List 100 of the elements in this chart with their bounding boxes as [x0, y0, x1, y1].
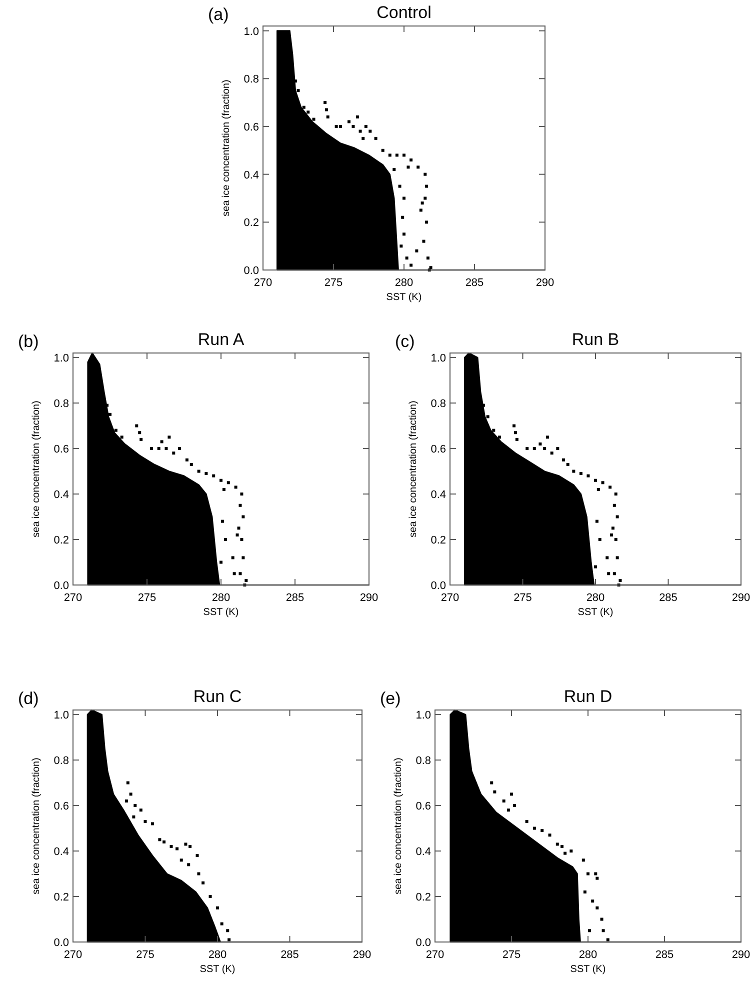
point — [579, 472, 582, 476]
point — [562, 458, 565, 462]
point — [594, 872, 598, 876]
y-axis-title: sea ice concentration (fraction) — [221, 80, 232, 216]
point — [306, 110, 310, 114]
point — [202, 881, 205, 884]
point — [502, 799, 506, 802]
point — [614, 492, 618, 496]
point — [240, 538, 244, 542]
y-tick-label: 0.8 — [430, 398, 446, 410]
point — [164, 447, 168, 450]
y-tick-label: 1.0 — [54, 710, 69, 722]
point — [532, 447, 536, 450]
point — [405, 256, 408, 260]
x-tick-label: 270 — [426, 949, 444, 961]
point — [242, 515, 245, 518]
y-tick-label: 0.0 — [430, 580, 446, 592]
point — [212, 474, 216, 478]
point — [140, 438, 143, 441]
point — [240, 492, 244, 496]
point — [232, 572, 236, 576]
point — [596, 488, 600, 491]
point — [595, 520, 598, 523]
y-axis-title: sea ice concentration (fraction) — [31, 400, 42, 538]
point — [572, 470, 576, 473]
x-tick-label: 280 — [586, 592, 605, 604]
point — [401, 216, 404, 219]
point — [546, 436, 549, 439]
point — [424, 196, 427, 200]
point — [226, 481, 230, 484]
point — [588, 929, 592, 932]
x-tick-label: 290 — [536, 277, 554, 289]
point — [429, 266, 432, 270]
point — [132, 815, 136, 818]
point — [238, 572, 242, 576]
point — [238, 504, 242, 507]
point — [172, 452, 176, 455]
point — [326, 115, 330, 118]
x-tick-label: 280 — [394, 277, 414, 289]
point — [135, 424, 138, 428]
point — [398, 184, 402, 188]
x-tick-label: 290 — [352, 949, 372, 961]
point — [618, 578, 622, 582]
point — [498, 436, 501, 439]
y-tick-label: 0.2 — [244, 217, 259, 230]
text: (c) — [395, 332, 415, 351]
point — [374, 136, 378, 140]
point — [220, 922, 224, 926]
point — [216, 906, 219, 910]
point — [392, 168, 396, 172]
point — [594, 478, 597, 482]
point — [612, 504, 616, 507]
point — [600, 918, 604, 921]
x-tick-label: 270 — [254, 277, 272, 289]
x-axis-title: SST (K) — [203, 607, 239, 618]
point — [560, 844, 564, 848]
y-tick-label: 0.6 — [430, 444, 446, 456]
point — [381, 148, 384, 152]
point — [570, 850, 573, 853]
x-tick-label: 280 — [212, 592, 230, 604]
point — [582, 858, 585, 862]
point — [348, 120, 351, 124]
point — [612, 572, 616, 576]
point — [506, 808, 510, 812]
point — [190, 462, 193, 466]
point — [490, 781, 494, 784]
point — [596, 876, 599, 880]
point — [150, 822, 154, 826]
point — [302, 106, 306, 109]
point — [358, 130, 362, 133]
chart-title: Run B — [572, 330, 620, 349]
y-tick-label: 0.0 — [54, 580, 69, 592]
point — [339, 124, 342, 128]
point — [208, 895, 212, 898]
x-axis-title: SST (K) — [200, 964, 236, 975]
point — [150, 447, 153, 450]
y-tick-label: 0.8 — [54, 398, 69, 410]
point — [532, 826, 536, 830]
point — [162, 840, 166, 844]
x-tick-label: 285 — [659, 592, 678, 604]
point — [410, 158, 413, 162]
point — [160, 440, 164, 444]
text: (b) — [18, 332, 39, 351]
x-axis-title: SST (K) — [386, 292, 422, 303]
x-tick-label: 280 — [208, 949, 227, 961]
point — [356, 115, 359, 118]
point — [556, 447, 560, 450]
point — [220, 520, 224, 523]
point — [362, 136, 365, 140]
point — [591, 900, 594, 903]
point — [242, 556, 245, 560]
x-tick-label: 270 — [64, 592, 82, 604]
y-axis-title: sea ice concentration (fraction) — [393, 758, 404, 894]
point — [611, 526, 614, 530]
y-tick-label: 0.4 — [54, 489, 69, 502]
x-tick-label: 270 — [64, 949, 82, 961]
point — [197, 470, 200, 473]
y-tick-label: 0.4 — [54, 846, 69, 858]
point — [515, 438, 518, 441]
point — [334, 124, 338, 128]
